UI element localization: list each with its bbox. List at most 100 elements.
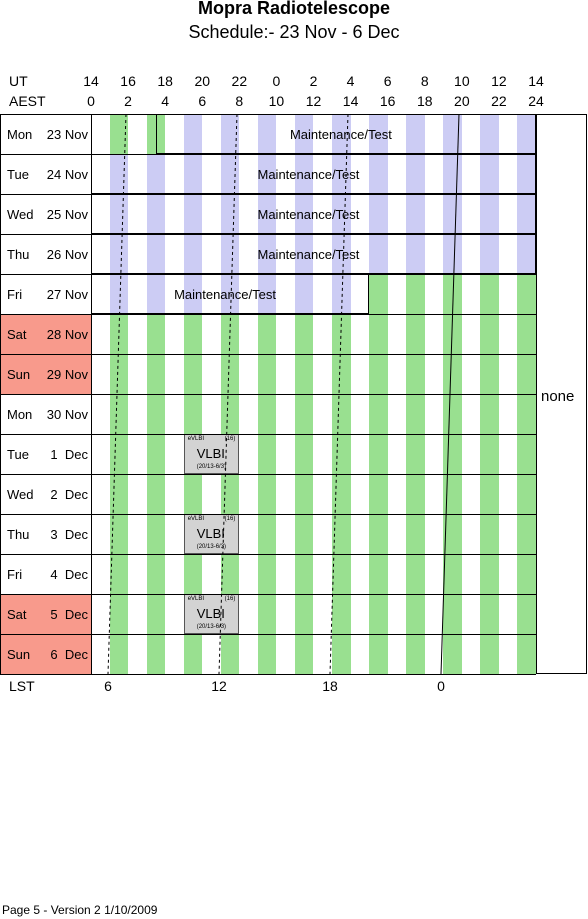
observing-stripe xyxy=(294,394,314,434)
observing-stripe xyxy=(443,314,462,354)
observing-stripe xyxy=(332,554,351,594)
observing-stripe xyxy=(146,594,166,634)
observing-stripe xyxy=(517,314,536,354)
day-of-week: Sun xyxy=(7,647,31,662)
maintenance-label: Maintenance/Test xyxy=(257,207,360,222)
aest-tick: 22 xyxy=(491,93,507,109)
observing-stripe xyxy=(480,594,499,634)
day-date: 2 Dec xyxy=(50,487,88,502)
day-of-week: Wed xyxy=(7,207,34,222)
observing-stripe xyxy=(480,394,499,434)
maintenance-stripe xyxy=(517,194,536,234)
ut-tick: 10 xyxy=(454,73,470,89)
aest-tick: 24 xyxy=(528,93,544,109)
observing-stripe xyxy=(332,394,351,434)
day-of-week: Tue xyxy=(7,447,29,462)
maintenance-label: Maintenance/Test xyxy=(257,247,360,262)
day-date: 30 Nov xyxy=(46,407,88,422)
observing-stripe xyxy=(257,594,277,634)
observing-stripe xyxy=(109,114,129,154)
observing-stripe xyxy=(146,354,166,394)
day-date: 25 Nov xyxy=(46,207,88,222)
ut-tick: 0 xyxy=(272,73,281,89)
observing-stripe xyxy=(109,474,129,514)
day-label-cell xyxy=(0,154,91,194)
observing-stripe xyxy=(332,514,351,554)
observing-stripe xyxy=(406,474,425,514)
maintenance-stripe xyxy=(480,114,499,154)
vlbi-times: (20/13-6/3) xyxy=(196,544,227,550)
vlbi-tag: eVLBI xyxy=(187,436,205,442)
observing-stripe xyxy=(183,554,203,594)
lst-tick: 6 xyxy=(104,678,112,694)
maintenance-stripe xyxy=(183,154,203,194)
maintenance-stripe xyxy=(369,114,388,154)
row-divider xyxy=(0,154,536,155)
observing-stripe xyxy=(517,594,536,634)
lst-tick: 0 xyxy=(437,678,445,694)
observing-stripe xyxy=(406,514,425,554)
observing-stripe xyxy=(517,434,536,474)
page-subtitle: Schedule:- 23 Nov - 6 Dec xyxy=(188,22,400,42)
ut-tick: 4 xyxy=(346,73,355,89)
day-of-week: Sun xyxy=(7,367,31,382)
vlbi-code: (16) xyxy=(224,436,236,442)
day-of-week: Mon xyxy=(7,127,33,142)
day-label-cell xyxy=(0,114,91,154)
maintenance-stripe xyxy=(257,154,277,194)
observing-stripe xyxy=(257,394,277,434)
maintenance-stripe xyxy=(146,154,166,194)
aest-tick: 16 xyxy=(379,93,396,109)
row-divider xyxy=(0,634,536,635)
day-of-week: Sat xyxy=(7,327,27,342)
day-date: 1 Dec xyxy=(50,447,88,462)
observing-stripe xyxy=(406,314,425,354)
maintenance-label: Maintenance/Test xyxy=(174,287,276,302)
maintenance-stripe xyxy=(257,274,277,314)
maintenance-stripe xyxy=(257,114,277,154)
day-label-cell xyxy=(0,234,91,274)
observing-stripe xyxy=(109,554,129,594)
observing-stripe xyxy=(332,434,351,474)
observing-stripe xyxy=(332,314,351,354)
maintenance-stripe xyxy=(517,234,536,274)
observing-stripe xyxy=(443,394,462,434)
observing-stripe xyxy=(146,514,166,554)
observing-stripe xyxy=(406,434,425,474)
day-label-cell xyxy=(0,594,91,634)
maintenance-stripe xyxy=(480,194,499,234)
day-of-week: Tue xyxy=(7,167,29,182)
observing-stripe xyxy=(406,634,425,674)
aest-label: AEST xyxy=(9,93,46,109)
maintenance-stripe xyxy=(517,114,536,154)
vlbi-code: (16) xyxy=(224,596,236,602)
observing-stripe xyxy=(294,634,314,674)
maintenance-stripe xyxy=(257,194,277,234)
ut-tick: 8 xyxy=(420,73,429,89)
maintenance-stripe xyxy=(257,234,277,274)
day-date: 28 Nov xyxy=(46,327,88,342)
observing-stripe xyxy=(294,434,314,474)
observing-stripe xyxy=(369,354,388,394)
observing-stripe xyxy=(257,514,277,554)
row-divider xyxy=(0,394,536,395)
day-date: 4 Dec xyxy=(50,567,88,582)
observing-stripe xyxy=(517,394,536,434)
observing-stripe xyxy=(480,274,499,314)
observing-stripe xyxy=(443,634,462,674)
day-label-cell xyxy=(0,314,91,354)
day-date: 29 Nov xyxy=(46,367,88,382)
vlbi-block: eVLBI (16) VLBI (20/13-6/3) xyxy=(183,514,240,554)
observing-stripe xyxy=(369,394,388,434)
day-of-week: Wed xyxy=(7,487,34,502)
row-divider xyxy=(0,594,536,595)
observing-stripe xyxy=(257,554,277,594)
day-date: 26 Nov xyxy=(46,247,88,262)
row-divider xyxy=(0,674,536,675)
observing-stripe xyxy=(294,314,314,354)
aest-tick: 14 xyxy=(342,93,359,109)
observing-stripe xyxy=(517,474,536,514)
observing-stripe xyxy=(369,554,388,594)
vlbi-label: VLBI xyxy=(196,446,225,461)
observing-stripe xyxy=(406,274,425,314)
